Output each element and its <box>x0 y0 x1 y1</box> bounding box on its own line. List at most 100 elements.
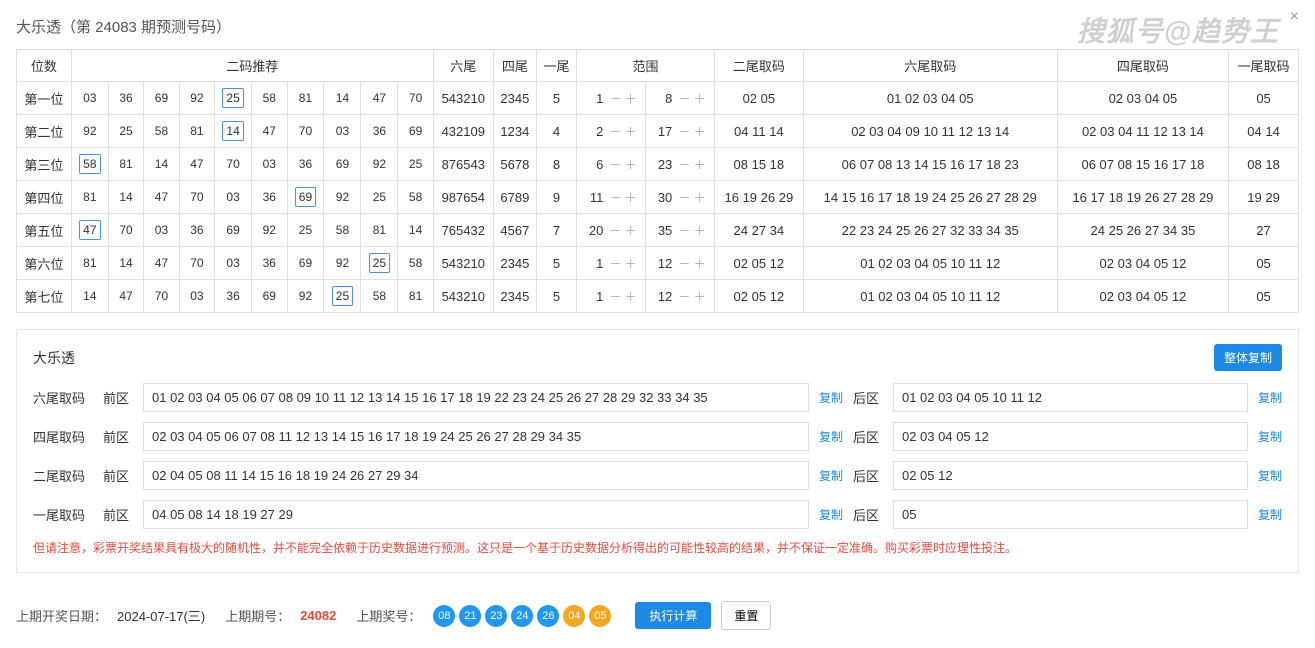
num-cell[interactable]: 70 <box>287 115 324 148</box>
num-cell[interactable]: 25 <box>324 280 361 313</box>
reset-button[interactable]: 重置 <box>721 601 771 630</box>
num-cell[interactable]: 69 <box>287 181 324 214</box>
num-cell[interactable]: 25 <box>287 214 324 247</box>
num-cell[interactable]: 36 <box>361 115 398 148</box>
num-cell[interactable]: 70 <box>108 214 143 247</box>
range-high[interactable]: 8－ ＋ <box>646 82 715 115</box>
num-cell[interactable]: 92 <box>324 181 361 214</box>
range-high[interactable]: 12－ ＋ <box>646 280 715 313</box>
back-input[interactable]: 02 03 04 05 12 <box>893 422 1248 451</box>
num-cell[interactable]: 36 <box>252 181 287 214</box>
num-cell[interactable]: 81 <box>361 214 398 247</box>
num-cell[interactable]: 92 <box>252 214 287 247</box>
num-cell[interactable]: 70 <box>179 181 214 214</box>
num-cell[interactable]: 14 <box>398 214 433 247</box>
num-cell[interactable]: 47 <box>179 148 214 181</box>
range-low[interactable]: 1－ ＋ <box>577 280 646 313</box>
copy-front-link[interactable]: 复制 <box>819 467 843 484</box>
num-cell[interactable]: 69 <box>144 82 179 115</box>
front-input[interactable]: 01 02 03 04 05 06 07 08 09 10 11 12 13 1… <box>143 383 809 412</box>
num-cell[interactable]: 58 <box>252 82 287 115</box>
num-cell[interactable]: 47 <box>71 214 108 247</box>
copy-front-link[interactable]: 复制 <box>819 428 843 445</box>
range-low[interactable]: 1－ ＋ <box>577 247 646 280</box>
num-cell[interactable]: 25 <box>108 115 143 148</box>
range-high[interactable]: 23－ ＋ <box>646 148 715 181</box>
num-cell[interactable]: 92 <box>71 115 108 148</box>
num-cell[interactable]: 58 <box>361 280 398 313</box>
copy-back-link[interactable]: 复制 <box>1258 506 1282 523</box>
copy-back-link[interactable]: 复制 <box>1258 428 1282 445</box>
num-cell[interactable]: 03 <box>144 214 179 247</box>
back-input[interactable]: 02 05 12 <box>893 461 1248 490</box>
num-cell[interactable]: 25 <box>398 148 433 181</box>
range-high[interactable]: 30－ ＋ <box>646 181 715 214</box>
num-cell[interactable]: 25 <box>361 181 398 214</box>
num-cell[interactable]: 03 <box>324 115 361 148</box>
num-cell[interactable]: 47 <box>108 280 143 313</box>
copy-back-link[interactable]: 复制 <box>1258 467 1282 484</box>
range-high[interactable]: 35－ ＋ <box>646 214 715 247</box>
num-cell[interactable]: 58 <box>398 247 433 280</box>
num-cell[interactable]: 14 <box>71 280 108 313</box>
num-cell[interactable]: 36 <box>108 82 143 115</box>
front-input[interactable]: 02 03 04 05 06 07 08 11 12 13 14 15 16 1… <box>143 422 809 451</box>
num-cell[interactable]: 69 <box>398 115 433 148</box>
num-cell[interactable]: 70 <box>179 247 214 280</box>
num-cell[interactable]: 70 <box>144 280 179 313</box>
num-cell[interactable]: 03 <box>215 181 252 214</box>
num-cell[interactable]: 03 <box>179 280 214 313</box>
range-low[interactable]: 11－ ＋ <box>577 181 646 214</box>
range-low[interactable]: 20－ ＋ <box>577 214 646 247</box>
num-cell[interactable]: 81 <box>398 280 433 313</box>
copy-front-link[interactable]: 复制 <box>819 389 843 406</box>
front-input[interactable]: 04 05 08 14 18 19 27 29 <box>143 500 809 529</box>
num-cell[interactable]: 36 <box>179 214 214 247</box>
num-cell[interactable]: 47 <box>144 247 179 280</box>
num-cell[interactable]: 47 <box>361 82 398 115</box>
range-low[interactable]: 1－ ＋ <box>577 82 646 115</box>
num-cell[interactable]: 14 <box>144 148 179 181</box>
num-cell[interactable]: 92 <box>179 82 214 115</box>
num-cell[interactable]: 25 <box>361 247 398 280</box>
num-cell[interactable]: 70 <box>398 82 433 115</box>
num-cell[interactable]: 36 <box>287 148 324 181</box>
num-cell[interactable]: 69 <box>287 247 324 280</box>
num-cell[interactable]: 92 <box>361 148 398 181</box>
num-cell[interactable]: 36 <box>215 280 252 313</box>
back-input[interactable]: 05 <box>893 500 1248 529</box>
num-cell[interactable]: 81 <box>287 82 324 115</box>
num-cell[interactable]: 81 <box>108 148 143 181</box>
range-high[interactable]: 17－ ＋ <box>646 115 715 148</box>
num-cell[interactable]: 58 <box>324 214 361 247</box>
num-cell[interactable]: 14 <box>108 247 143 280</box>
back-input[interactable]: 01 02 03 04 05 10 11 12 <box>893 383 1248 412</box>
copy-front-link[interactable]: 复制 <box>819 506 843 523</box>
num-cell[interactable]: 25 <box>215 82 252 115</box>
num-cell[interactable]: 92 <box>324 247 361 280</box>
front-input[interactable]: 02 04 05 08 11 14 15 16 18 19 24 26 27 2… <box>143 461 809 490</box>
num-cell[interactable]: 03 <box>252 148 287 181</box>
range-low[interactable]: 6－ ＋ <box>577 148 646 181</box>
num-cell[interactable]: 14 <box>324 82 361 115</box>
num-cell[interactable]: 81 <box>179 115 214 148</box>
num-cell[interactable]: 70 <box>215 148 252 181</box>
num-cell[interactable]: 14 <box>108 181 143 214</box>
range-low[interactable]: 2－ ＋ <box>577 115 646 148</box>
num-cell[interactable]: 36 <box>252 247 287 280</box>
num-cell[interactable]: 69 <box>252 280 287 313</box>
copy-back-link[interactable]: 复制 <box>1258 389 1282 406</box>
num-cell[interactable]: 81 <box>71 181 108 214</box>
num-cell[interactable]: 47 <box>144 181 179 214</box>
num-cell[interactable]: 47 <box>252 115 287 148</box>
num-cell[interactable]: 58 <box>144 115 179 148</box>
num-cell[interactable]: 58 <box>71 148 108 181</box>
calculate-button[interactable]: 执行计算 <box>635 602 711 629</box>
num-cell[interactable]: 14 <box>215 115 252 148</box>
num-cell[interactable]: 69 <box>324 148 361 181</box>
num-cell[interactable]: 81 <box>71 247 108 280</box>
close-icon[interactable]: × <box>1290 8 1299 26</box>
copy-all-button[interactable]: 整体复制 <box>1214 344 1282 371</box>
num-cell[interactable]: 58 <box>398 181 433 214</box>
num-cell[interactable]: 03 <box>71 82 108 115</box>
